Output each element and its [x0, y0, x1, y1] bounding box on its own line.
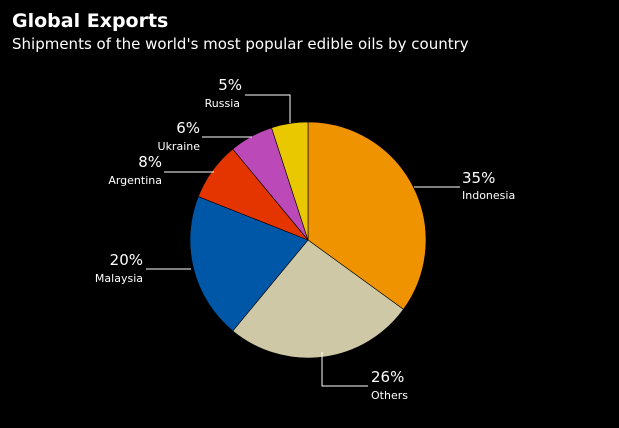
data-label-name-argentina: Argentina [108, 174, 162, 187]
pie-slice-indonesia [307, 121, 427, 310]
chart-title: Global Exports [12, 10, 169, 32]
data-label-name-russia: Russia [205, 97, 240, 110]
data-label-name-ukraine: Ukraine [158, 140, 201, 153]
data-label-value-argentina: 8% [138, 153, 162, 171]
pie-slice-malaysia [189, 196, 309, 332]
pie-slice-others [232, 239, 404, 359]
pie-labels: 35% Indonesia 26% Others 20% Malaysia 8% Argent… [95, 76, 515, 402]
data-label-value-ukraine: 6% [176, 119, 200, 137]
data-label-name-malaysia: Malaysia [95, 272, 143, 285]
data-label-value-indonesia: 35% [462, 169, 495, 187]
pie-slice-russia [271, 121, 309, 241]
data-label-name-indonesia: Indonesia [462, 189, 515, 202]
pie-slices [189, 121, 427, 359]
data-label-value-russia: 5% [218, 76, 242, 94]
chart-subtitle: Shipments of the world's most popular ed… [12, 35, 469, 53]
data-label-name-others: Others [371, 389, 408, 402]
data-label-value-others: 26% [371, 368, 404, 386]
leader-line-others [321, 352, 368, 387]
data-label-value-malaysia: 20% [110, 251, 143, 269]
leader-line-russia [245, 94, 291, 123]
